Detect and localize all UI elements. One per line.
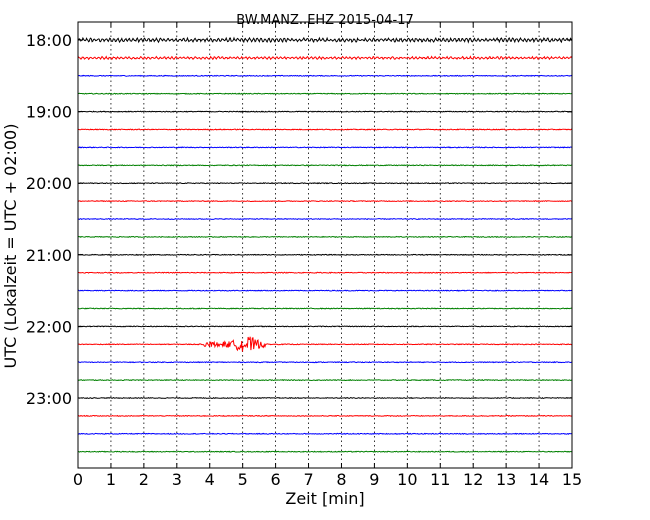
x-tick-label: 1 <box>106 470 116 489</box>
x-tick-label: 5 <box>238 470 248 489</box>
trace-1930 <box>77 146 573 149</box>
trace-2200 <box>77 325 573 328</box>
x-axis-label: Zeit [min] <box>285 489 364 508</box>
trace-1830 <box>77 74 573 77</box>
trace-2345 <box>78 450 573 453</box>
x-tick-label: 7 <box>303 470 313 489</box>
trace-1800 <box>77 36 573 44</box>
trace-1900 <box>77 110 573 113</box>
x-tick-label: 13 <box>496 470 516 489</box>
plot-frame <box>77 21 573 469</box>
trace-2000 <box>77 182 573 185</box>
x-tick-label: 3 <box>172 470 182 489</box>
plot-background <box>78 22 572 468</box>
x-tick-label: 6 <box>271 470 281 489</box>
y-tick-label: 18:00 <box>26 31 72 50</box>
trace-2315 <box>77 414 573 417</box>
trace-2330 <box>77 432 573 435</box>
trace-2015 <box>77 200 573 203</box>
x-tick-label: 2 <box>139 470 149 489</box>
trace-2245 <box>77 378 573 382</box>
x-tick-label: 11 <box>430 470 450 489</box>
y-tick-label: 21:00 <box>26 246 72 265</box>
x-tick-label: 15 <box>562 470 582 489</box>
trace-2030 <box>77 217 573 221</box>
chart-title: BW.MANZ..EHZ 2015-04-17 <box>236 13 414 28</box>
y-tick-label: 23:00 <box>26 389 72 408</box>
trace-2115 <box>77 271 573 274</box>
x-tick-label: 8 <box>336 470 346 489</box>
trace-1845 <box>77 92 573 95</box>
trace-2130 <box>77 289 573 292</box>
x-tick-label: 4 <box>205 470 215 489</box>
y-tick-label: 19:00 <box>26 103 72 122</box>
y-axis-label: UTC (Lokalzeit = UTC + 02:00) <box>1 124 20 369</box>
trace-1915 <box>77 128 573 131</box>
x-tick-label: 10 <box>397 470 417 489</box>
trace-1945 <box>77 164 573 167</box>
trace-layer <box>77 36 573 453</box>
trace-2230 <box>77 361 573 364</box>
y-tick-label: 22:00 <box>26 317 72 336</box>
x-tick-label: 0 <box>73 470 83 489</box>
trace-2145 <box>77 307 573 310</box>
x-tick-label: 12 <box>463 470 483 489</box>
trace-2215 <box>77 336 573 352</box>
tick-layer: 0 1 2 3 4 5 6 7 8 9 10 11 12 13 14 1518:0019:0020:0021:… <box>26 22 582 489</box>
trace-2100 <box>77 253 573 256</box>
x-tick-label: 14 <box>529 470 549 489</box>
trace-1815 <box>77 55 573 61</box>
trace-2045 <box>77 235 573 239</box>
x-tick-label: 9 <box>369 470 379 489</box>
y-tick-label: 20:00 <box>26 174 72 193</box>
trace-2300 <box>77 396 573 400</box>
